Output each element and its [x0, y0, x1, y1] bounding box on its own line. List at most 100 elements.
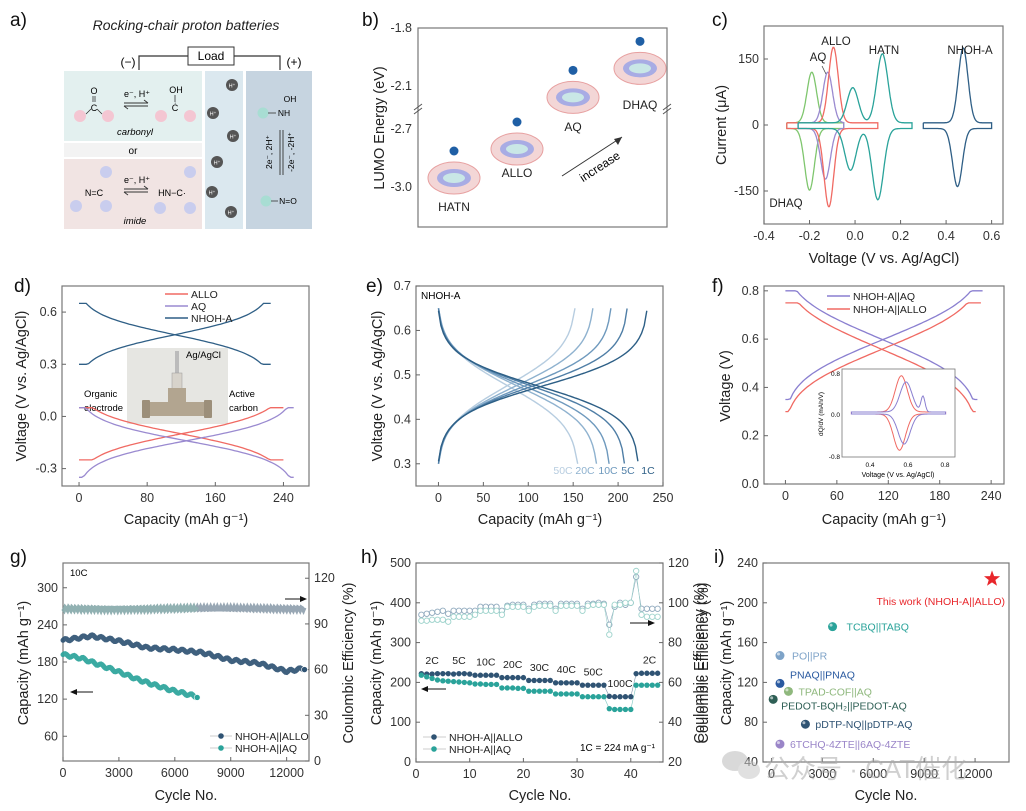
- right-axis-arrow-icon: [300, 596, 307, 602]
- rate-label-50c: 50C: [553, 465, 573, 477]
- imide-label: imide: [124, 216, 147, 227]
- capacity-point: [429, 671, 435, 677]
- legend-label: AQ: [191, 301, 206, 313]
- ce-point: [616, 601, 624, 608]
- sphere-marker: [775, 651, 785, 661]
- hydroxylamine-nh: NH: [278, 108, 290, 118]
- capacity-point: [558, 680, 564, 686]
- capacity-point: [526, 688, 532, 694]
- ce-point: [600, 601, 608, 608]
- capacity-point: [509, 685, 516, 691]
- tick-label-x: 6000: [161, 766, 189, 780]
- ce-point: [552, 607, 559, 614]
- axes: 0 60 120 180 240 0.8 0.6 0.4 0.2 0.0: [742, 284, 1002, 503]
- capacity-point: [617, 694, 623, 700]
- legend-marker: [218, 733, 224, 739]
- tick-label-x: 160: [205, 491, 226, 505]
- proton-sphere: [207, 107, 219, 119]
- tick-label-y: 0.4: [742, 380, 759, 394]
- tick-label-y-right: 40: [668, 715, 682, 729]
- tick-label-x: 12000: [958, 767, 993, 781]
- panel-d-frame: [61, 285, 310, 487]
- legend-marker: [218, 745, 224, 751]
- point-label: pDTP-NQ||pDTP-AQ: [815, 719, 912, 731]
- rate-label: 2C: [425, 655, 439, 667]
- molecule-label: AQ: [564, 120, 581, 134]
- imide-product: HN−C·: [158, 188, 186, 198]
- tick-label-x: 0: [76, 491, 83, 505]
- hydroxylamine-oh: OH: [284, 94, 297, 104]
- sphere-marker: [828, 622, 838, 632]
- panel-g: g) Capacity (mAh g⁻¹) Coulombic Efficien…: [10, 547, 357, 804]
- proton-label: H⁺: [228, 210, 235, 217]
- capacity-point: [461, 670, 468, 677]
- or-region: [64, 143, 202, 157]
- point-label: 6TCHQ-4ZTE||6AQ-4ZTE: [790, 739, 910, 751]
- tick-label-y: 160: [737, 636, 758, 650]
- tick-label-x: 0.4: [937, 229, 954, 243]
- ce-point: [638, 605, 645, 612]
- molecule-skeleton: [629, 63, 651, 74]
- tick-label-y-right: 30: [314, 708, 328, 722]
- ce-point: [649, 605, 656, 612]
- rate-label: 40C: [557, 664, 577, 676]
- axes: -0.4 -0.2 0.0 0.2 0.4 0.6 150 0 -150: [734, 52, 1000, 243]
- legend-label: ALLO: [191, 289, 218, 301]
- point-label: PNAQ||PNAQ: [790, 669, 855, 681]
- inset-tick-x: 0.4: [865, 462, 874, 469]
- ce-point: [536, 602, 543, 609]
- x-axis-label: Cycle No.: [855, 788, 918, 804]
- inset-tick-y: -0.8: [829, 454, 841, 461]
- molecule-label: DHAQ: [623, 98, 658, 112]
- sphere-highlight: [785, 688, 789, 692]
- carbonyl-label: carbonyl: [117, 127, 154, 138]
- legend-marker: [431, 734, 437, 740]
- y-axis-label: Voltage (V vs. Ag/AgCl): [370, 311, 386, 462]
- ce-point: [595, 601, 602, 608]
- capacity-point: [595, 682, 602, 688]
- tick-label-x: 10: [463, 767, 477, 781]
- axes: 0 10 20 30 40 500 400 300 200 100 0 120 100 80 60 40 20: [390, 556, 689, 781]
- y-axis-label: LUMO Energy (eV): [372, 66, 388, 189]
- tick-label-x: 240: [273, 491, 294, 505]
- charge-curve-1c: [437, 310, 648, 462]
- capacity-series-nhoh-aaq: [60, 651, 200, 701]
- capacity-point: [515, 674, 521, 681]
- sphere-marker: [775, 678, 785, 688]
- tick-label-y: 120: [37, 692, 58, 706]
- capacity-point: [628, 706, 634, 713]
- x-axis-label: Voltage (V vs. Ag/AgCl): [809, 251, 960, 267]
- capacity-point: [585, 694, 591, 700]
- proton-label: H⁺: [229, 83, 236, 90]
- tick-label-y: 300: [37, 581, 58, 595]
- tick-label-y: 0.6: [40, 305, 57, 319]
- curves: [437, 308, 648, 464]
- tick-label-x: 12000: [269, 766, 304, 780]
- dqdv-curve: [850, 381, 947, 445]
- tick-label-x: 40: [624, 767, 638, 781]
- ce-point: [643, 613, 651, 620]
- increase-arrow: [561, 136, 623, 177]
- tick-label-x: 0: [782, 489, 789, 503]
- inset-tick-y: 0.8: [831, 371, 840, 378]
- proton-sphere: [635, 36, 645, 46]
- watermark: 公众号 · CAT催化: [722, 751, 967, 784]
- ce-point: [450, 613, 457, 620]
- capacity-point: [585, 682, 591, 688]
- ce-point: [471, 611, 479, 618]
- substituent-sphere: [70, 200, 82, 212]
- capacity-point: [633, 682, 639, 688]
- active-carbon-label-1: Active: [229, 389, 255, 400]
- tick-label-y-right: 100: [668, 596, 689, 610]
- tick-label-y: 120: [737, 675, 758, 689]
- capacity-point: [628, 694, 634, 700]
- rate-label: 2C: [643, 655, 657, 667]
- imide-region: [64, 159, 202, 229]
- ce-point: [428, 616, 436, 623]
- ce-point: [547, 602, 554, 609]
- capacity-point: [574, 691, 580, 697]
- discharge-curve-10c: [437, 308, 610, 464]
- x-axis-label: Cycle No.: [155, 788, 218, 804]
- ce-point: [611, 601, 618, 608]
